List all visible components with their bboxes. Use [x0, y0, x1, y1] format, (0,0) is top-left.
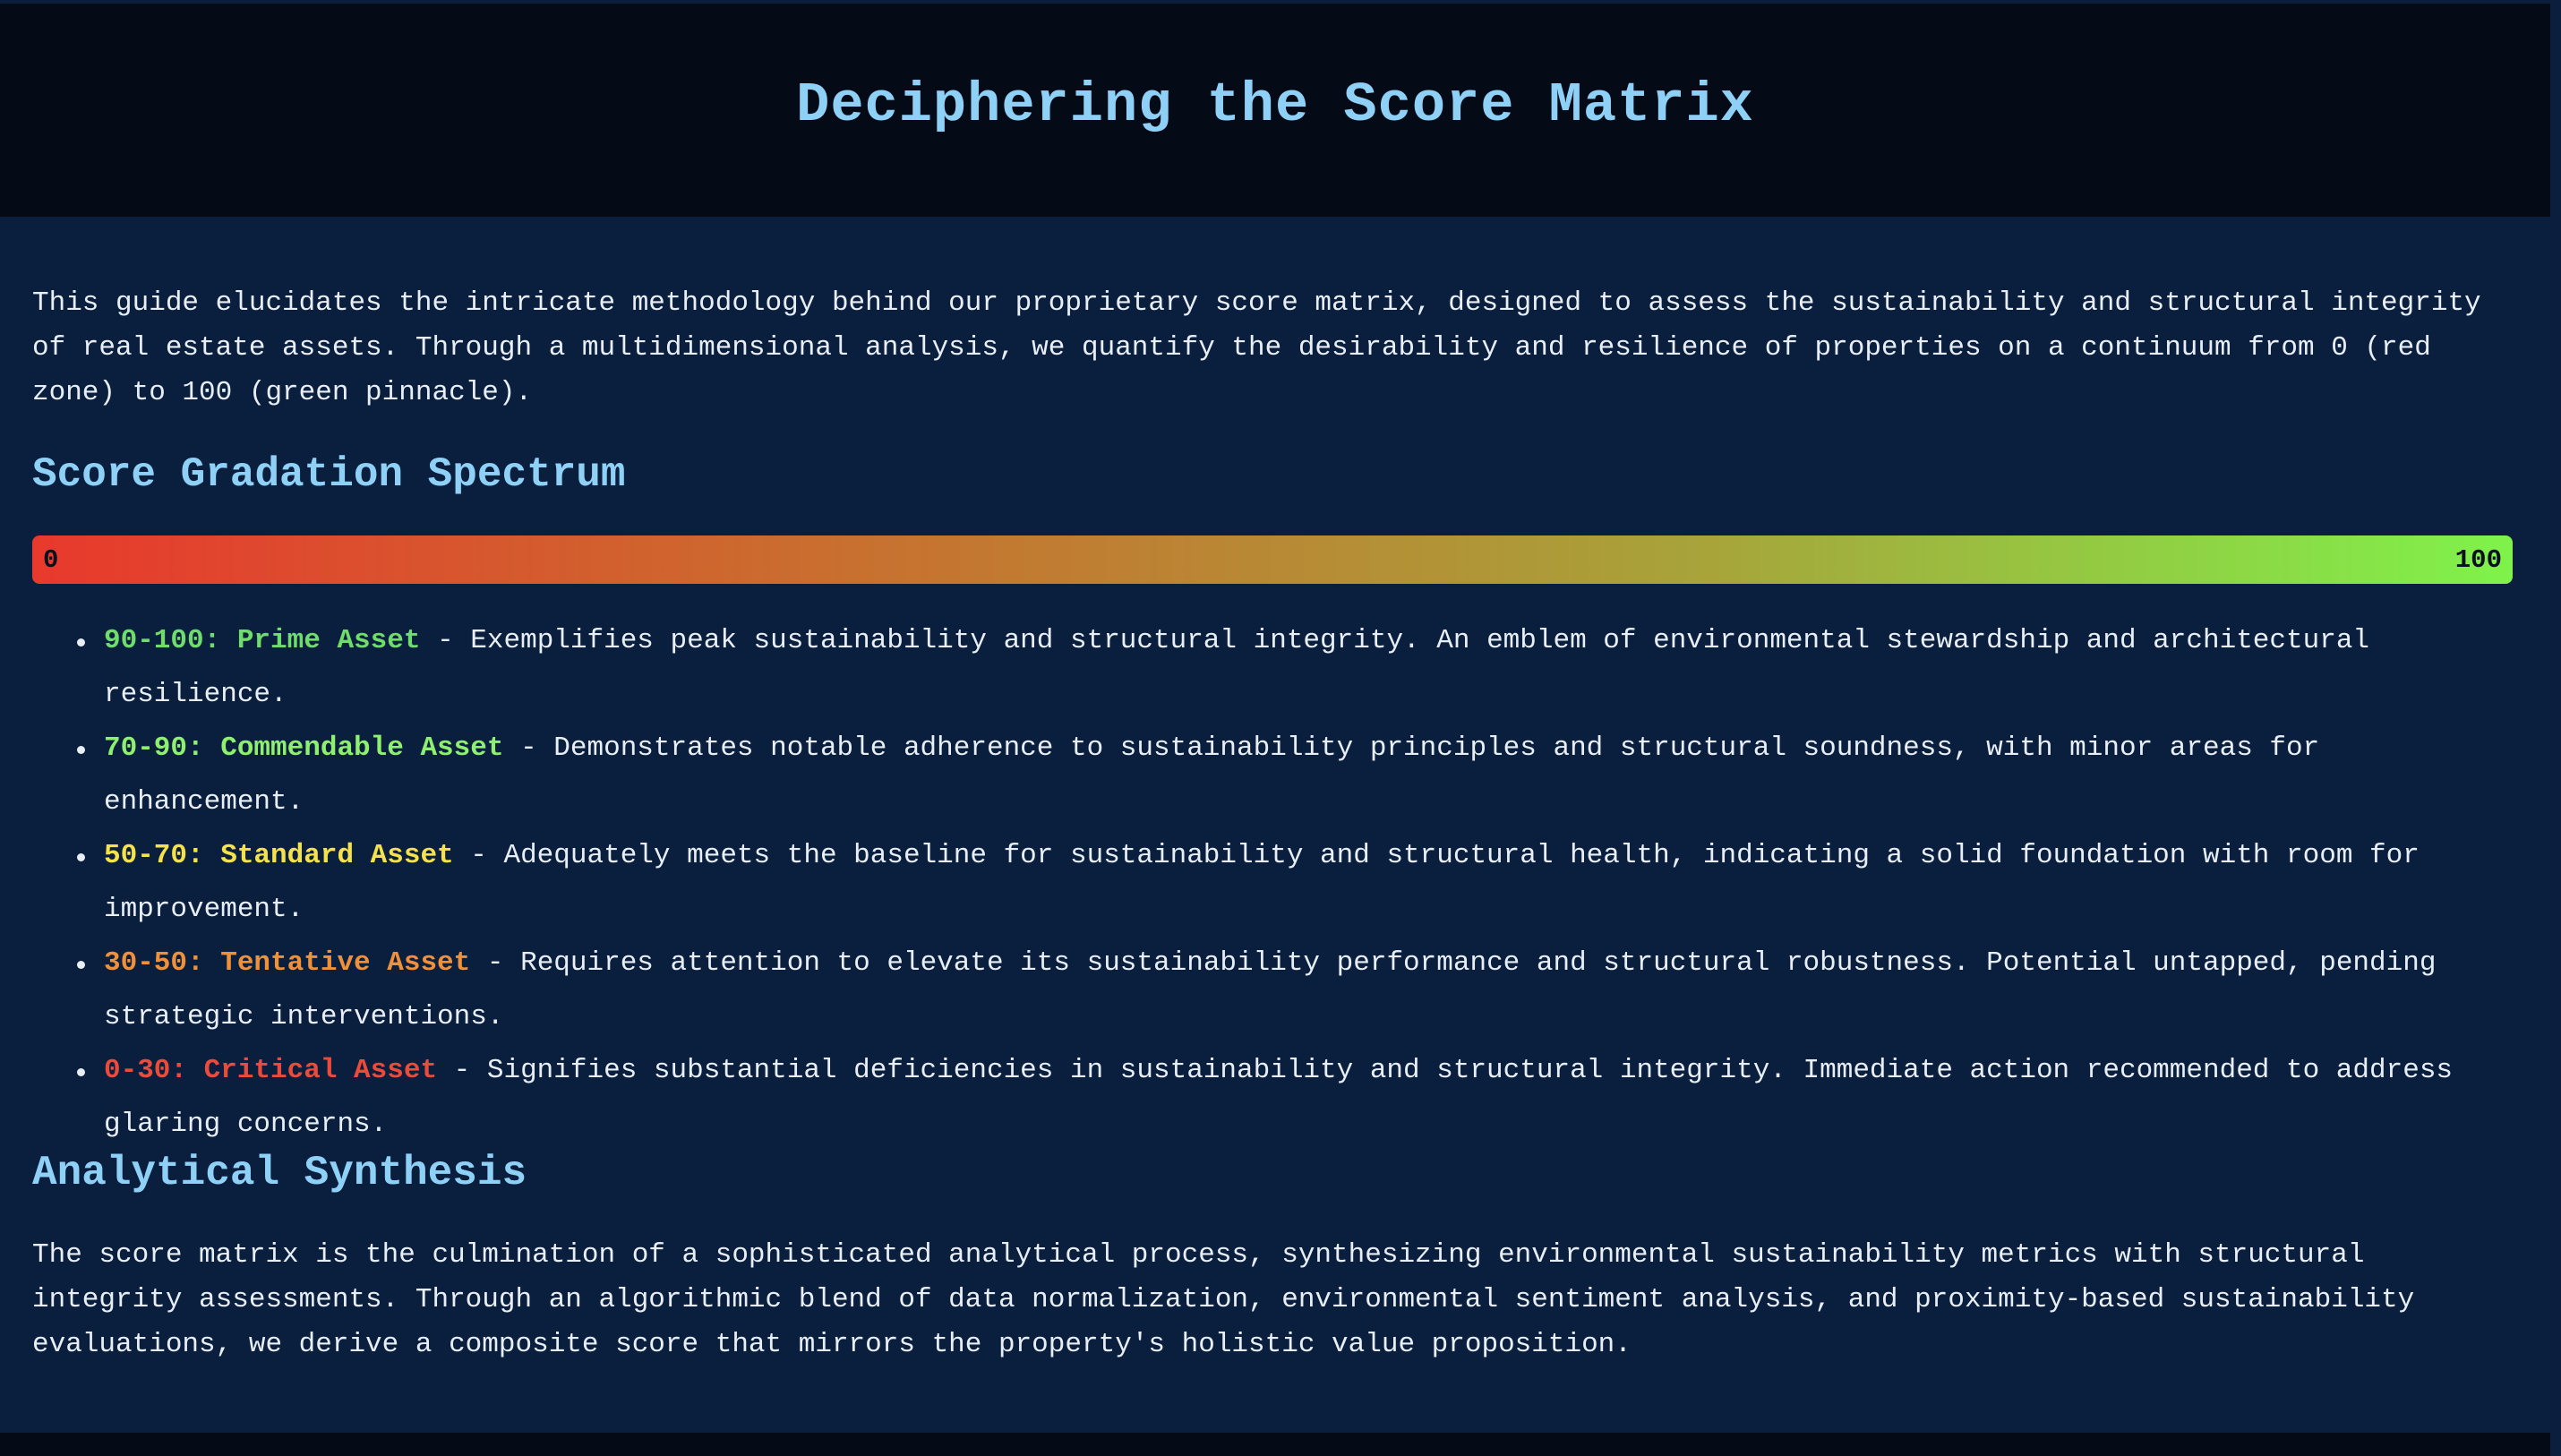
footer-border [0, 1433, 2550, 1456]
score-tier-list: 90-100: Prime Asset - Exemplifies peak s… [32, 614, 2513, 1152]
tier-label: 0-30: Critical Asset [104, 1055, 438, 1086]
spectrum-heading: Score Gradation Spectrum [32, 451, 626, 498]
synthesis-paragraph: The score matrix is the culmination of a… [32, 1239, 2415, 1360]
main-content: This guide elucidates the intricate meth… [0, 217, 2550, 1433]
intro-paragraph: This guide elucidates the intricate meth… [32, 287, 2481, 408]
tier-item: 30-50: Tentative Asset - Requires attent… [77, 937, 2513, 1044]
gradient-min-label: 0 [43, 544, 59, 575]
tier-label: 70-90: Commendable Asset [104, 732, 504, 764]
tier-item: 70-90: Commendable Asset - Demonstrates … [77, 722, 2513, 829]
tier-item: 0-30: Critical Asset - Signifies substan… [77, 1044, 2513, 1152]
tier-label: 50-70: Standard Asset [104, 840, 454, 871]
tier-description: - Demonstrates notable adherence to sust… [104, 732, 2320, 818]
tier-label: 90-100: Prime Asset [104, 625, 421, 656]
tier-description: - Requires attention to elevate its sust… [104, 947, 2437, 1032]
gradient-max-label: 100 [2454, 544, 2502, 575]
score-gradient-bar: 0 100 [32, 535, 2513, 584]
tier-description: - Signifies substantial deficiencies in … [104, 1055, 2454, 1140]
tier-item: 90-100: Prime Asset - Exemplifies peak s… [77, 614, 2513, 722]
top-border [0, 0, 2561, 4]
page-header: Deciphering the Score Matrix [0, 4, 2550, 217]
scrollbar-track[interactable] [2550, 0, 2561, 1456]
tier-description: - Adequately meets the baseline for sust… [104, 840, 2420, 925]
tier-description: - Exemplifies peak sustainability and st… [104, 625, 2370, 710]
tier-label: 30-50: Tentative Asset [104, 947, 471, 979]
tier-item: 50-70: Standard Asset - Adequately meets… [77, 829, 2513, 937]
synthesis-heading: Analytical Synthesis [32, 1150, 527, 1196]
page-title: Deciphering the Score Matrix [796, 73, 1754, 137]
